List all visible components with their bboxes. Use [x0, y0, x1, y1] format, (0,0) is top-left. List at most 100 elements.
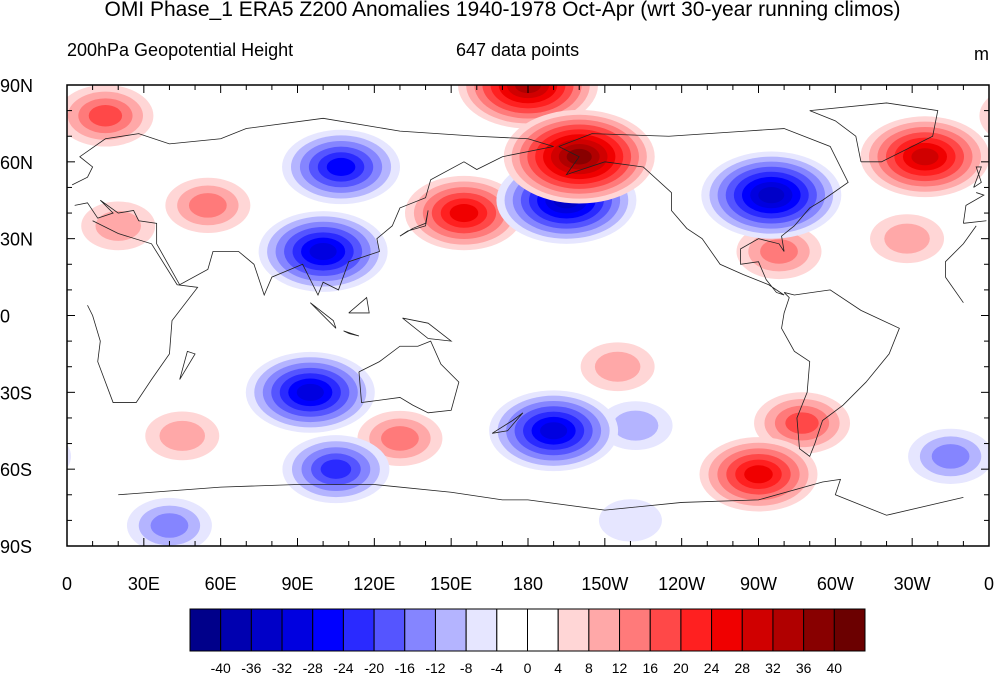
colorbar-swatch	[833, 608, 866, 652]
map-title: OMI Phase_1 ERA5 Z200 Anomalies 1940-197…	[104, 0, 901, 21]
lat-label: 60N	[0, 153, 33, 173]
colorbar-swatch	[711, 608, 743, 652]
colorbar-label: 16	[642, 660, 658, 676]
lon-label: 60E	[205, 574, 237, 594]
colorbar-swatch	[649, 608, 682, 652]
lat-label: 0	[0, 307, 10, 327]
anomaly-feature	[404, 175, 523, 251]
colorbar-swatch	[588, 608, 621, 652]
anomaly-contour-fill	[612, 410, 659, 441]
anomaly-contour-fill	[326, 157, 356, 176]
anomaly-contour-fill	[911, 148, 939, 166]
coastline	[973, 166, 982, 188]
lon-label: 90W	[740, 574, 777, 594]
colorbar-label: -16	[395, 660, 415, 676]
coastline	[71, 117, 987, 297]
colorbar-label: -36	[241, 660, 261, 676]
coastline	[87, 220, 977, 403]
colorbar-swatch	[281, 608, 314, 652]
anomaly-feature	[126, 497, 212, 546]
colorbar-swatch	[557, 608, 590, 652]
colorbar-label: -4	[491, 660, 504, 676]
lon-label: 120E	[353, 574, 395, 594]
coastlines	[71, 102, 987, 516]
anomaly-contour-fill	[95, 210, 141, 241]
colorbar-label: -12	[425, 660, 445, 676]
anomaly-feature	[67, 85, 989, 147]
lon-label: 180	[513, 574, 543, 594]
longitude-labels: 0 30E 60E 90E 120E 150E 180 150W 120W 90W 60W 30W 0	[62, 574, 994, 594]
coastline	[491, 412, 524, 434]
colorbar-swatch	[434, 608, 467, 652]
data-points-subtitle: 647 data points	[456, 40, 580, 60]
anomaly-feature	[81, 201, 156, 251]
colorbar-label: -40	[211, 660, 231, 676]
anomaly-contour-fill	[159, 420, 206, 451]
coastline	[781, 289, 900, 457]
anomaly-contour-fill	[67, 444, 72, 469]
colorbar-label: 24	[704, 660, 720, 676]
lon-label: 0	[984, 574, 994, 594]
anomaly-contour-fill	[88, 105, 123, 127]
anomaly-contour-fill	[309, 242, 337, 260]
lon-label: 30E	[128, 574, 160, 594]
colorbar-label: 4	[554, 660, 562, 676]
lon-label: 120W	[658, 574, 705, 594]
anomaly-contour-fill	[598, 499, 662, 542]
latitude-labels: 90N 60N 30N 0 30S 60S 90S	[0, 76, 33, 557]
colorbar-label: 20	[673, 660, 689, 676]
colorbar-label: -28	[303, 660, 323, 676]
coastline	[348, 296, 370, 314]
lat-label: 30N	[0, 230, 33, 250]
coastline	[310, 302, 337, 329]
colorbar-label: 32	[765, 660, 781, 676]
coastline	[809, 102, 939, 163]
anomaly-feature	[699, 437, 818, 512]
anomaly-feature	[489, 390, 619, 472]
colorbar-label: -20	[364, 660, 384, 676]
coastline	[343, 330, 360, 337]
anomaly-contour-fill	[884, 223, 930, 254]
lon-label: 0	[62, 574, 72, 594]
colorbar-label: -24	[333, 660, 353, 676]
colorbar-swatch	[741, 608, 774, 652]
lat-label: 30S	[0, 383, 32, 403]
anomaly-contour-fill	[785, 412, 819, 434]
anomaly-feature	[282, 435, 390, 504]
anomaly-contour-fill	[449, 204, 479, 223]
anomaly-feature	[458, 85, 598, 129]
coastline	[358, 340, 460, 414]
anomaly-feature	[258, 211, 388, 292]
colorbar-label: 28	[734, 660, 750, 676]
anomaly-feature	[282, 129, 401, 205]
colorbar-swatch	[465, 608, 498, 652]
anomaly-feature	[701, 151, 842, 239]
anomaly-feature	[67, 116, 989, 198]
anomaly-feature	[598, 499, 662, 542]
colorbar-swatch	[496, 608, 528, 652]
anomaly-contour-fill	[296, 383, 324, 401]
units-label: m	[974, 44, 989, 64]
anomaly-field	[67, 85, 989, 546]
anomaly-contour-fill	[931, 444, 970, 469]
lon-label: 150E	[430, 574, 472, 594]
coastline	[558, 128, 849, 296]
lon-label: 60W	[817, 574, 854, 594]
coastline	[399, 210, 429, 237]
variable-subtitle: 200hPa Geopotential Height	[67, 40, 294, 60]
anomaly-contour-fill	[758, 187, 785, 204]
colorbar-swatch	[680, 608, 713, 652]
anomaly-feature	[245, 351, 375, 433]
colorbar-swatch	[527, 608, 559, 652]
colorbar-swatch	[803, 608, 835, 652]
anomaly-contour-fill	[320, 459, 352, 479]
lon-label: 150W	[581, 574, 628, 594]
anomaly-contour-fill	[594, 351, 641, 382]
coastline	[402, 317, 453, 342]
colorbar-label: 36	[796, 660, 812, 676]
colorbar-label: -32	[272, 660, 292, 676]
axis-ticks	[66, 84, 990, 547]
anomaly-feature	[580, 342, 655, 392]
anomaly-contour-fill	[150, 513, 189, 538]
colorbar-swatch	[772, 608, 805, 652]
